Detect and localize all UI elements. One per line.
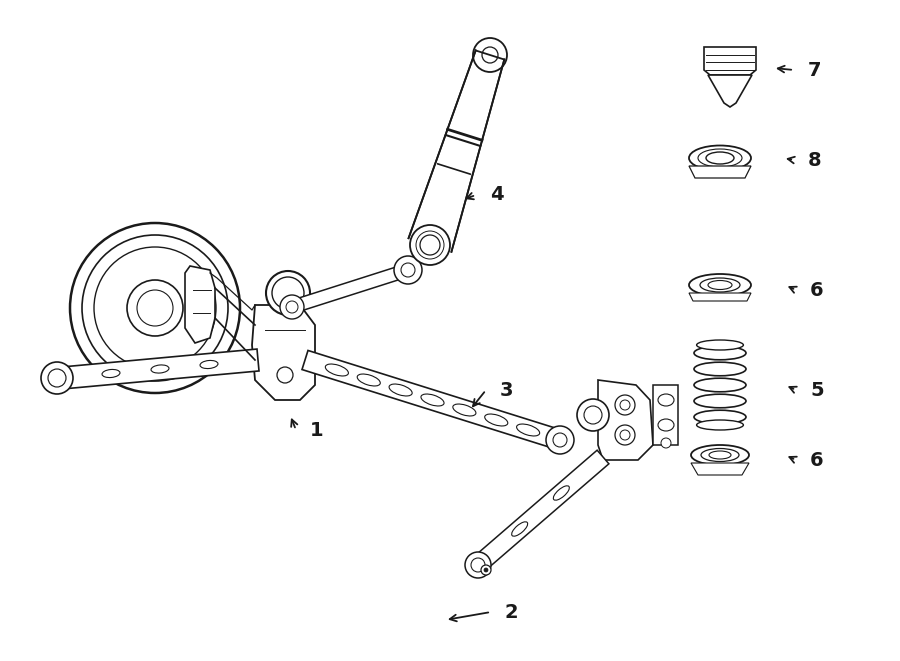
Polygon shape <box>185 266 215 343</box>
Ellipse shape <box>325 364 348 376</box>
Ellipse shape <box>554 486 570 500</box>
Ellipse shape <box>200 360 218 369</box>
Text: 6: 6 <box>810 280 824 299</box>
Ellipse shape <box>708 280 732 290</box>
Ellipse shape <box>689 145 751 171</box>
Ellipse shape <box>421 394 444 406</box>
Circle shape <box>615 395 635 415</box>
Ellipse shape <box>517 424 540 436</box>
Circle shape <box>280 295 304 319</box>
Ellipse shape <box>453 404 476 416</box>
Circle shape <box>394 256 422 284</box>
Circle shape <box>127 280 183 336</box>
Circle shape <box>41 362 73 394</box>
Polygon shape <box>689 166 751 178</box>
Ellipse shape <box>706 152 734 164</box>
Ellipse shape <box>689 274 751 296</box>
Circle shape <box>266 271 310 315</box>
Ellipse shape <box>697 420 743 430</box>
Circle shape <box>615 425 635 445</box>
Polygon shape <box>472 450 609 572</box>
Circle shape <box>473 38 507 72</box>
Ellipse shape <box>658 394 674 406</box>
Circle shape <box>546 426 574 454</box>
Text: 6: 6 <box>810 451 824 469</box>
Circle shape <box>482 47 498 63</box>
Polygon shape <box>61 349 259 389</box>
Ellipse shape <box>658 419 674 431</box>
Circle shape <box>410 225 450 265</box>
Circle shape <box>277 367 293 383</box>
Ellipse shape <box>151 365 169 373</box>
Text: 4: 4 <box>490 186 504 204</box>
Polygon shape <box>302 350 563 449</box>
Circle shape <box>286 301 298 313</box>
Text: 2: 2 <box>505 602 518 621</box>
Text: 7: 7 <box>808 61 822 79</box>
Polygon shape <box>704 47 756 75</box>
Ellipse shape <box>512 522 527 536</box>
Circle shape <box>484 568 488 572</box>
Polygon shape <box>708 75 752 107</box>
Ellipse shape <box>709 451 731 459</box>
Polygon shape <box>689 293 751 301</box>
Circle shape <box>48 369 66 387</box>
Ellipse shape <box>701 449 739 461</box>
Polygon shape <box>598 380 653 460</box>
Text: 1: 1 <box>310 420 324 440</box>
Ellipse shape <box>697 340 743 350</box>
Circle shape <box>481 565 491 575</box>
Text: 3: 3 <box>500 381 514 399</box>
Circle shape <box>401 263 415 277</box>
Polygon shape <box>409 50 504 252</box>
Circle shape <box>471 558 485 572</box>
Ellipse shape <box>485 414 508 426</box>
Ellipse shape <box>700 278 740 292</box>
Polygon shape <box>290 264 410 313</box>
Text: 8: 8 <box>808 151 822 169</box>
Ellipse shape <box>102 369 120 377</box>
Circle shape <box>272 277 304 309</box>
Circle shape <box>577 399 609 431</box>
Ellipse shape <box>691 445 749 465</box>
Circle shape <box>553 433 567 447</box>
Polygon shape <box>691 463 749 475</box>
Ellipse shape <box>389 384 412 396</box>
Ellipse shape <box>357 374 381 386</box>
Text: 5: 5 <box>810 381 824 399</box>
Ellipse shape <box>698 149 742 167</box>
Circle shape <box>661 438 671 448</box>
Circle shape <box>420 235 440 255</box>
Circle shape <box>465 552 491 578</box>
Polygon shape <box>252 305 315 400</box>
Polygon shape <box>653 385 678 445</box>
